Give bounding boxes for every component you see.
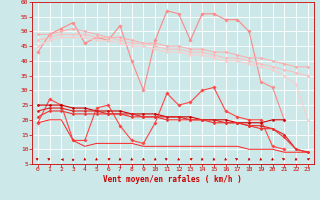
- X-axis label: Vent moyen/en rafales ( km/h ): Vent moyen/en rafales ( km/h ): [103, 175, 242, 184]
